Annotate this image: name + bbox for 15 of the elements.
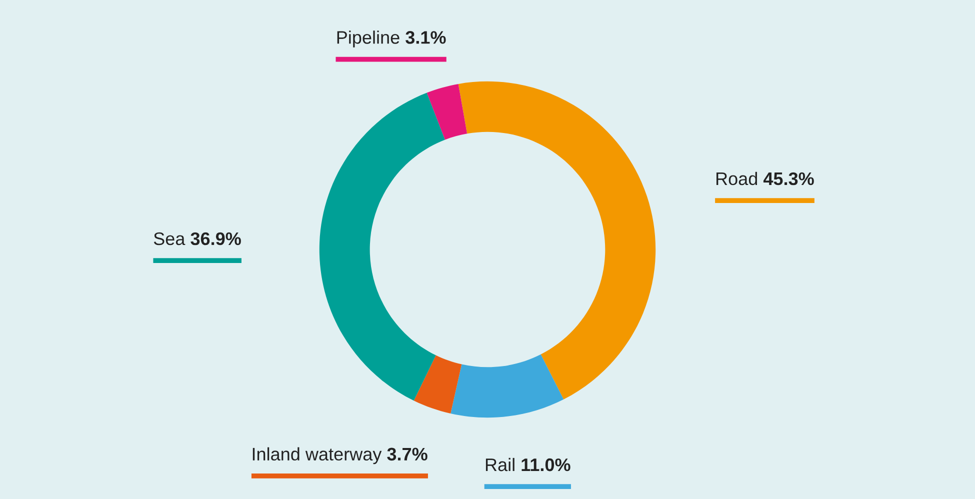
data-label: 45.3%: [763, 172, 814, 186]
slice-label: Inland waterway: [252, 447, 382, 464]
donut-slice: [426, 84, 468, 140]
donut-slice: [458, 81, 656, 400]
slice-label: Road: [716, 172, 758, 186]
slice-label: Rail: [486, 458, 514, 472]
slice-label: Sea: [154, 232, 186, 246]
slice-label: Pipeline: [337, 30, 400, 48]
data-label: 3.1%: [406, 31, 446, 44]
donut-slice: [319, 92, 446, 401]
data-label: 36.9%: [190, 232, 241, 246]
donut-slice: [450, 354, 564, 418]
data-label: 11.0%: [522, 458, 570, 472]
donut-slice: [414, 355, 462, 414]
data-label: 3.7%: [387, 448, 428, 461]
